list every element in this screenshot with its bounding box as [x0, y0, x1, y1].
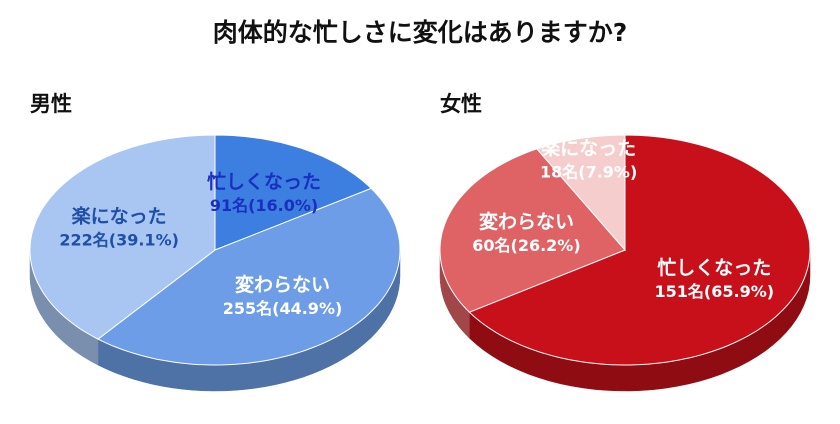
slice-category-label: 忙しくなった	[207, 171, 321, 193]
slice-category-label: 楽になった	[72, 204, 167, 227]
slice-value-label: 60名(26.2%)	[472, 236, 580, 255]
slice-value-label: 91名(16.0%)	[210, 196, 318, 215]
slice-value-label: 151名(65.9%)	[655, 282, 775, 301]
pie-title: 男性	[30, 92, 72, 116]
slice-value-label: 222名(39.1%)	[59, 230, 179, 249]
slice	[97, 187, 401, 366]
chart-title: 肉体的な忙しさに変化はありますか?	[213, 18, 628, 47]
slice	[214, 134, 373, 251]
slice-category-label: 忙しくなった	[657, 257, 771, 279]
slice-category-label: 楽になった	[541, 136, 636, 159]
slice-value-label: 255名(44.9%)	[223, 299, 343, 318]
slice-category-label: 変わらない	[235, 273, 330, 296]
slice	[536, 134, 626, 252]
slice	[29, 134, 216, 340]
slice-category-label: 変わらない	[479, 210, 574, 233]
slice	[439, 148, 626, 313]
slice	[468, 134, 811, 366]
slice-value-label: 18名(7.9%)	[540, 162, 637, 181]
pie-title: 女性	[440, 92, 482, 116]
